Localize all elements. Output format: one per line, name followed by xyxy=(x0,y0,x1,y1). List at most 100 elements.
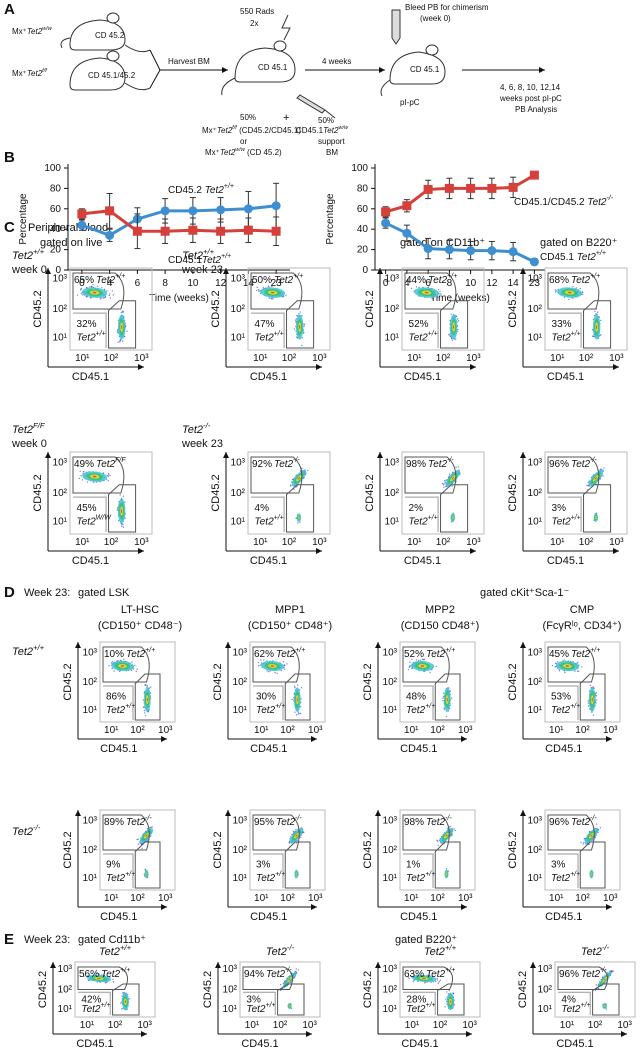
gate xyxy=(579,841,606,889)
flow-plot: 49% Tet2F/F 45% Tet2W/W 10¹ 10¹ 10² 10² 10³ 10³ CD… xyxy=(32,451,153,567)
cell-dot xyxy=(449,335,452,337)
density xyxy=(596,325,598,330)
cell-dot xyxy=(120,311,123,314)
gate-percent: 3% xyxy=(256,859,271,870)
plot-title: Tet2-/- xyxy=(581,943,610,958)
x-tick-label: 10³ xyxy=(134,537,149,548)
cell-dot xyxy=(76,294,79,296)
y-tick-label: 10² xyxy=(53,488,68,499)
row-label: week 0 xyxy=(11,264,47,276)
cell-dot xyxy=(575,287,578,289)
gate-percent: 44% xyxy=(406,275,426,286)
label: Mx⁺Tet2w/w xyxy=(12,26,53,36)
cell-dot xyxy=(597,987,600,990)
point xyxy=(444,245,454,255)
point xyxy=(529,170,539,180)
x-axis-title: CD45.1 xyxy=(250,371,287,383)
cell-dot xyxy=(257,289,260,291)
point xyxy=(402,201,412,211)
cell-dot xyxy=(107,472,110,475)
density xyxy=(92,291,97,294)
gate xyxy=(547,646,595,683)
label: Mx⁺Tet2f/f (CD45.2/CD45.1) xyxy=(202,125,301,135)
cell-dot xyxy=(112,981,115,983)
point xyxy=(466,183,476,193)
column-header: (FcγRˡᵒ, CD34⁺) xyxy=(543,620,622,632)
x-axis-title: CD45.1 xyxy=(72,555,109,567)
series-label: CD45.2 Tet2+/+ xyxy=(168,183,234,195)
cell-dot xyxy=(116,331,119,333)
x-tick-label: 10² xyxy=(436,353,451,364)
y-tick-label: 10² xyxy=(528,845,543,856)
cell-dot xyxy=(429,671,431,673)
point xyxy=(243,225,253,235)
cell-dot xyxy=(283,664,286,666)
plot-frame xyxy=(99,809,176,891)
gate xyxy=(286,484,315,533)
cell-dot xyxy=(136,838,138,841)
cell-dot xyxy=(297,712,300,714)
cell-dot xyxy=(582,843,584,845)
syringe xyxy=(391,9,401,45)
column-header: CMP xyxy=(570,604,594,616)
label: 550 Rads xyxy=(240,7,274,16)
gate-label: Tet2+/+ xyxy=(426,967,455,979)
panel-label: E xyxy=(4,931,14,948)
y-tick-label: 10² xyxy=(53,304,68,315)
gate-label: Tet2+/+ xyxy=(406,703,435,715)
row-label: Tet2+/+ xyxy=(12,247,45,262)
cell-dot xyxy=(150,686,152,688)
y-axis-title: CD45.2 xyxy=(212,663,224,700)
cell-dot xyxy=(121,310,124,312)
x-tick-label: 10³ xyxy=(158,893,173,904)
point xyxy=(188,225,198,235)
plot-frame xyxy=(544,267,628,351)
gate xyxy=(403,685,434,720)
y-tick-label: 10² xyxy=(528,677,543,688)
x-tick-label: 10¹ xyxy=(407,353,422,364)
gate-label: Tet2-/- xyxy=(428,457,454,469)
y-axis-title: CD45.2 xyxy=(364,290,376,327)
y-tick-label: 10² xyxy=(223,984,238,995)
y-tick-label: 10¹ xyxy=(233,873,248,884)
density xyxy=(446,873,447,875)
label: (week 0) xyxy=(420,14,451,23)
gate-percent: 3% xyxy=(552,502,567,513)
cell-dot xyxy=(602,475,604,477)
cell-dot xyxy=(118,670,121,673)
density xyxy=(296,873,297,875)
gate xyxy=(547,272,600,310)
gate-percent: 49% xyxy=(74,459,94,470)
gate xyxy=(134,841,161,889)
mouse xyxy=(380,51,446,97)
x-axis-title: CD45.1 xyxy=(72,371,109,383)
cell-dot xyxy=(295,829,297,831)
x-tick-label: 0 xyxy=(383,278,389,289)
cell-dot xyxy=(297,684,299,686)
y-axis-title: CD45.2 xyxy=(32,290,44,327)
cell-dot xyxy=(81,479,84,481)
gate-label: Tet2W/W xyxy=(77,515,113,527)
cell-dot xyxy=(587,481,589,484)
density xyxy=(146,697,148,702)
cell-dot xyxy=(267,671,270,673)
mouse xyxy=(60,19,151,53)
cell-dot xyxy=(101,286,103,289)
cell-dot xyxy=(107,479,110,482)
x-tick-label: 12 xyxy=(486,278,498,289)
x-tick-label: 10¹ xyxy=(549,725,564,736)
gate-label: Tet2F/F xyxy=(96,457,126,469)
point xyxy=(487,246,497,256)
cell-dot xyxy=(576,662,578,664)
cell-dot xyxy=(451,485,453,487)
column-header: LT-HSC xyxy=(121,604,159,616)
label: weeks post pI-pC xyxy=(499,94,562,103)
y-tick-label: 10¹ xyxy=(383,705,398,716)
gate-label: Tet2+/+ xyxy=(256,871,285,883)
x-tick-label: 8 xyxy=(162,278,168,289)
gate-percent: 98% xyxy=(406,459,426,470)
cell-dot xyxy=(454,829,457,832)
gate-percent: 98% xyxy=(404,817,424,828)
series-line xyxy=(81,209,277,233)
